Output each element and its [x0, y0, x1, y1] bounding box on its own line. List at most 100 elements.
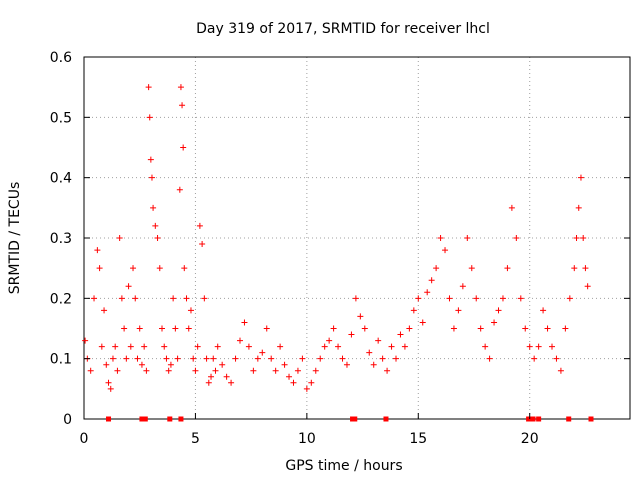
data-point [212, 367, 219, 374]
data-point [477, 325, 484, 332]
data-point [87, 367, 94, 374]
data-point [335, 343, 342, 350]
data-point [214, 343, 221, 350]
data-point [549, 343, 555, 350]
data-point [272, 367, 279, 374]
data-point [94, 247, 101, 254]
data-point [154, 235, 161, 241]
data-point [130, 265, 137, 272]
data-point [237, 337, 243, 344]
data-point [167, 361, 174, 368]
data-point [393, 355, 399, 362]
data-point [125, 283, 132, 290]
data-gap-markers [106, 416, 594, 422]
data-point [508, 204, 515, 211]
data-point [199, 241, 206, 248]
data-point [177, 84, 184, 91]
data-point [241, 319, 248, 326]
grid [84, 57, 630, 419]
data-point [410, 307, 417, 314]
data-point [208, 373, 215, 380]
data-point [406, 325, 413, 332]
data-point [116, 235, 123, 241]
x-tick-label: 10 [298, 431, 316, 447]
x-tick-label: 0 [80, 431, 89, 447]
data-point [107, 385, 114, 392]
data-point [123, 355, 130, 362]
data-point [263, 325, 270, 332]
data-point [544, 325, 551, 332]
data-point [143, 367, 150, 374]
data-point [250, 367, 257, 374]
data-point [352, 295, 359, 302]
data-point [486, 355, 493, 362]
gap-marker [526, 416, 532, 422]
y-tick-label: 0.1 [50, 352, 72, 368]
data-point [464, 235, 471, 241]
data-point [185, 325, 192, 332]
data-point [535, 343, 542, 350]
data-point [163, 355, 170, 362]
data-point [504, 265, 511, 272]
data-point [473, 295, 480, 302]
data-point [326, 337, 333, 344]
data-point [91, 295, 98, 302]
data-point [141, 343, 148, 350]
data-point [259, 349, 266, 356]
data-point [156, 265, 163, 272]
data-point [165, 367, 172, 374]
data-point [228, 379, 235, 386]
data-point [455, 307, 462, 314]
data-point [96, 265, 103, 272]
x-axis-label: GPS time / hours [285, 458, 402, 474]
data-point [575, 204, 582, 211]
data-point [121, 325, 128, 332]
gap-marker [167, 416, 173, 422]
data-point [424, 289, 431, 296]
data-point [205, 379, 212, 386]
data-point [526, 343, 533, 350]
data-point [190, 355, 197, 362]
data-point [112, 343, 119, 350]
data-point [109, 355, 116, 362]
x-tick-label: 15 [409, 431, 427, 447]
data-point [459, 283, 466, 290]
data-point [183, 295, 190, 302]
y-tick-label: 0.4 [50, 171, 72, 187]
data-point [172, 325, 179, 332]
y-tick-label: 0.3 [50, 231, 72, 247]
data-point [557, 367, 564, 374]
data-point [491, 319, 498, 326]
data-point [145, 84, 152, 91]
data-point [562, 325, 569, 332]
data-point [181, 265, 188, 272]
data-point [118, 295, 125, 302]
data-point [192, 367, 199, 374]
data-point [277, 343, 284, 350]
chart-title: Day 319 of 2017, SRMTID for receiver lhc… [196, 21, 490, 37]
data-point [375, 337, 382, 344]
data-point [187, 307, 194, 314]
x-tick-label: 5 [191, 431, 200, 447]
data-point [361, 325, 368, 332]
data-point [179, 102, 186, 109]
data-point [286, 373, 293, 380]
data-point [159, 325, 165, 332]
data-point [152, 222, 159, 229]
data-point [132, 295, 139, 302]
data-point [348, 331, 355, 338]
data-point [170, 295, 177, 302]
data-point [397, 331, 404, 338]
data-point [468, 265, 475, 272]
data-point [388, 343, 395, 350]
data-point [98, 343, 105, 350]
data-point [339, 355, 346, 362]
data-point [219, 361, 226, 368]
data-point [401, 343, 408, 350]
gap-marker [530, 416, 536, 422]
data-point [299, 355, 306, 362]
data-point [513, 235, 520, 241]
data-point [433, 265, 440, 272]
gap-marker [566, 416, 572, 422]
gap-marker [139, 416, 145, 422]
